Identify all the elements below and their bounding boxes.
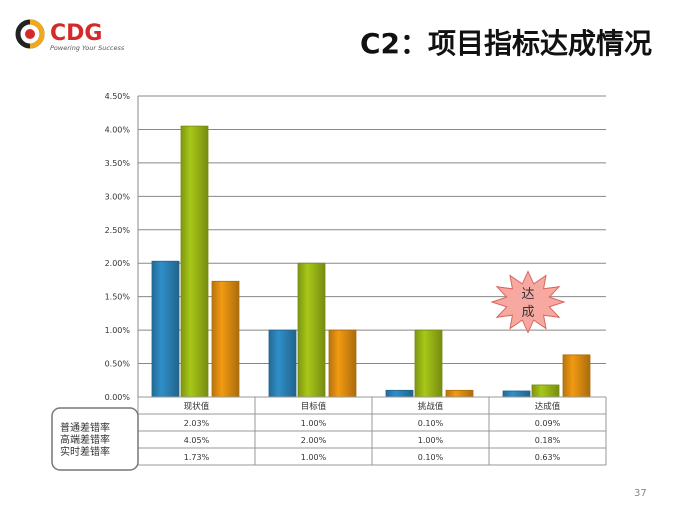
svg-text:CDG: CDG (50, 21, 102, 46)
legend-box (51, 407, 139, 471)
data-label: 0.18% (535, 436, 561, 445)
y-tick-label: 4.50% (105, 92, 131, 101)
achieved-starburst (490, 270, 566, 334)
bar-1-4 (502, 390, 531, 398)
legend-entry: 实时差错率 (60, 445, 110, 458)
y-tick-label: 1.00% (105, 326, 131, 335)
legend-entry: 高端差错率 (60, 433, 110, 446)
y-tick-label: 2.00% (105, 259, 131, 268)
callout-text: 成 (521, 305, 534, 320)
category-label: 挑战值 (418, 401, 444, 412)
category-label: 目标值 (301, 401, 327, 412)
data-label: 0.63% (535, 453, 561, 462)
y-tick-label: 2.50% (105, 226, 131, 235)
y-tick-label: 0.00% (105, 393, 131, 402)
bar-2-3 (414, 329, 443, 398)
y-tick-label: 3.00% (105, 192, 131, 201)
data-label: 1.00% (301, 419, 327, 428)
data-label: 4.05% (184, 436, 210, 445)
category-label: 现状值 (184, 401, 210, 412)
data-label: 0.09% (535, 419, 561, 428)
bar-3-1 (211, 280, 240, 398)
data-label: 0.10% (418, 419, 444, 428)
y-tick-label: 0.50% (105, 360, 131, 369)
bar-3-4 (562, 354, 591, 398)
data-label: 1.00% (418, 436, 444, 445)
cdg-logo: CDG Powering Your Success (15, 19, 125, 52)
data-label: 2.00% (301, 436, 327, 445)
bar-2-1 (180, 125, 209, 398)
bar-1-2 (268, 329, 297, 398)
data-label: 0.10% (418, 453, 444, 462)
bar-2-4 (531, 384, 560, 398)
bar-3-2 (328, 329, 357, 398)
data-label: 1.73% (184, 453, 210, 462)
y-tick-label: 3.50% (105, 159, 131, 168)
legend-entry: 普通差错率 (60, 421, 110, 434)
data-label: 1.00% (301, 453, 327, 462)
bar-2-2 (297, 262, 326, 398)
category-label: 达成值 (535, 401, 561, 412)
page-title: C2：项目指标达成情况 (359, 27, 652, 60)
svg-text:Powering Your Success: Powering Your Success (50, 44, 125, 52)
page-number: 37 (634, 488, 647, 499)
y-tick-label: 1.50% (105, 293, 131, 302)
bar-3-3 (445, 389, 474, 398)
y-tick-label: 4.00% (105, 125, 131, 134)
bar-1-1 (151, 260, 180, 398)
callout-text: 达 (521, 287, 534, 302)
bar-1-3 (385, 389, 414, 398)
data-label: 2.03% (184, 419, 210, 428)
